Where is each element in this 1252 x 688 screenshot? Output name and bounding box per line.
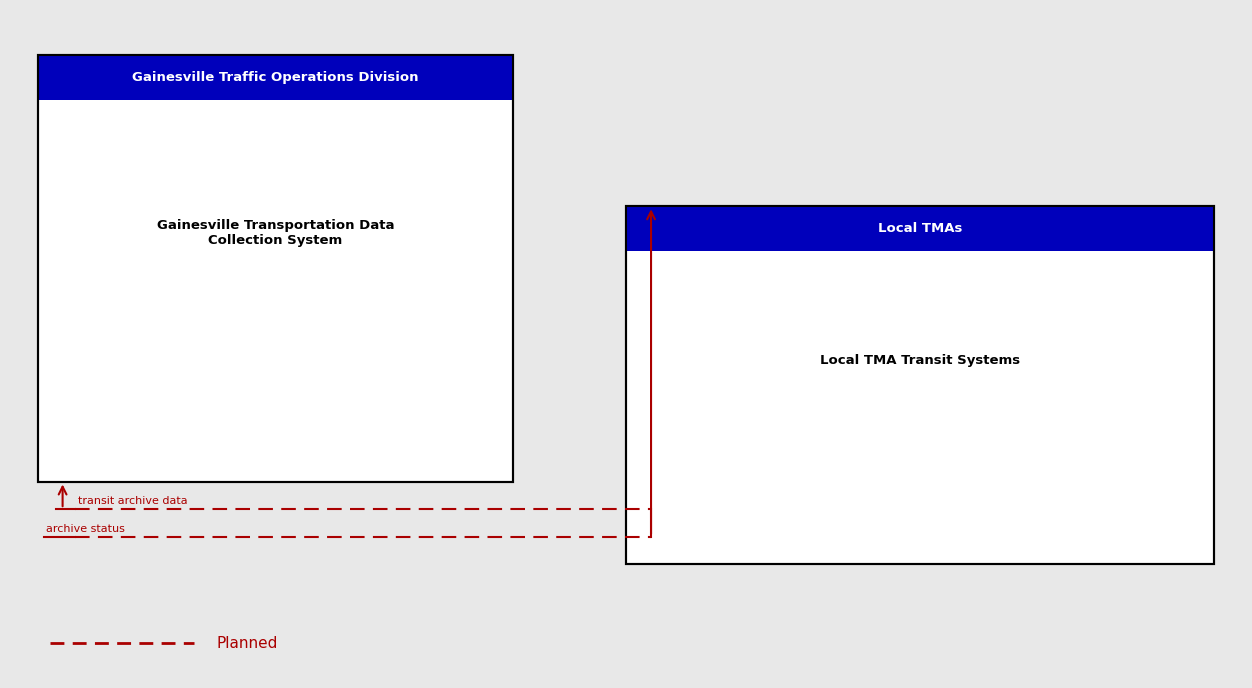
Text: Gainesville Transportation Data
Collection System: Gainesville Transportation Data Collecti… (156, 219, 394, 248)
Text: archive status: archive status (46, 524, 125, 534)
Bar (38, 55, 513, 100)
Text: transit archive data: transit archive data (78, 496, 188, 506)
Bar (626, 206, 1214, 564)
Bar (626, 206, 1214, 564)
Bar (38, 55, 513, 482)
Text: Local TMA Transit Systems: Local TMA Transit Systems (820, 354, 1020, 367)
Text: Gainesville Traffic Operations Division: Gainesville Traffic Operations Division (133, 71, 418, 84)
Bar (626, 206, 1214, 251)
Text: Local TMAs: Local TMAs (878, 222, 963, 235)
Text: Planned: Planned (217, 636, 278, 651)
Bar (38, 55, 513, 482)
